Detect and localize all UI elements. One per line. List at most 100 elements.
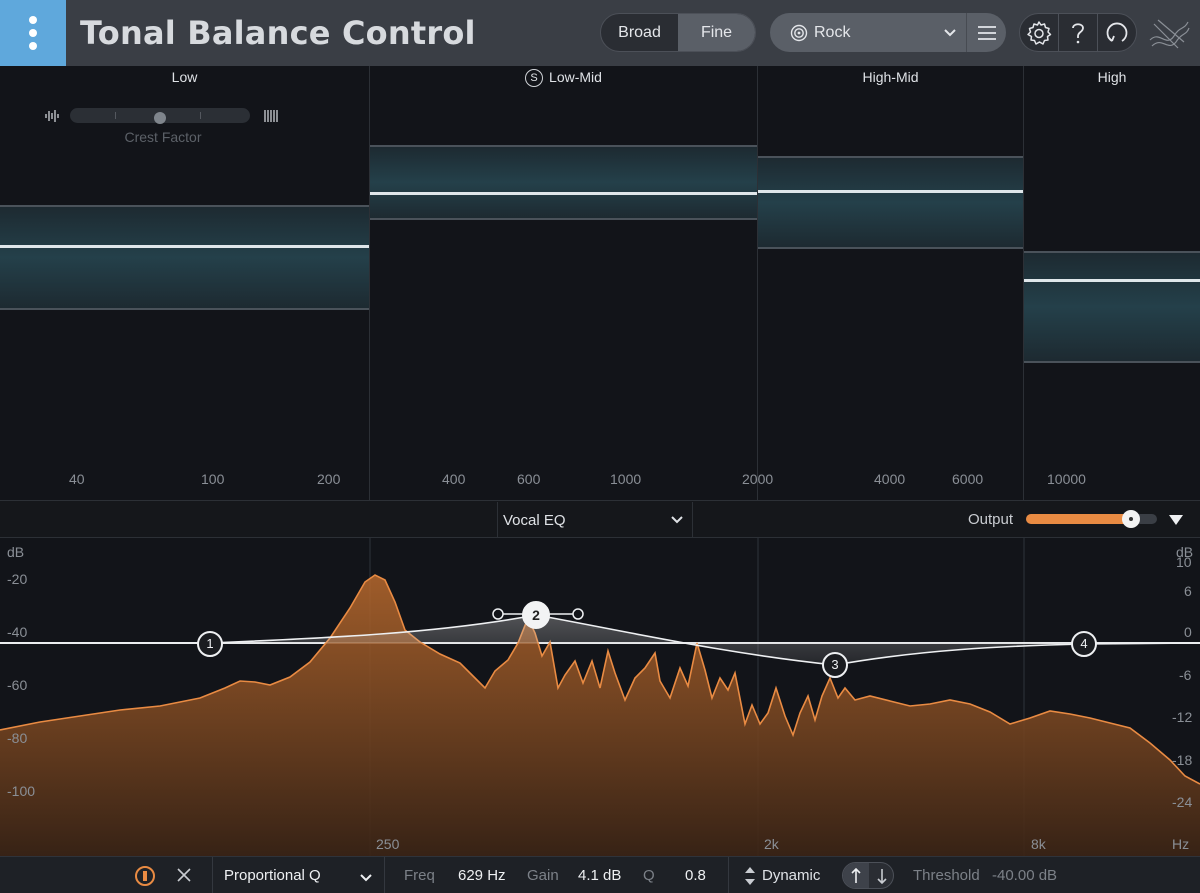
level-indicator bbox=[758, 190, 1023, 193]
menu-dot bbox=[29, 16, 37, 24]
q-label: Q bbox=[643, 867, 655, 884]
freq-label: 250 bbox=[376, 836, 400, 852]
target-range bbox=[758, 156, 1023, 249]
mode-toggle: Broad Fine bbox=[600, 13, 756, 52]
hamburger-icon bbox=[977, 25, 996, 40]
freq-tick: 200 bbox=[317, 471, 341, 487]
band-settings-bar: Proportional Q Freq 629 Hz Gain 4.1 dB Q… bbox=[0, 856, 1200, 893]
band-low[interactable]: Low bbox=[0, 66, 370, 500]
threshold-value[interactable]: -40.00 dB bbox=[992, 867, 1058, 884]
band-label: S Low-Mid bbox=[370, 69, 757, 87]
right-axis-tick: -18 bbox=[1172, 752, 1193, 768]
gain-label: Gain bbox=[527, 867, 559, 884]
eq-plot[interactable]: 1 2 3 4 dB -20 -40 -60 -80 -100 dB 10 6 … bbox=[0, 538, 1200, 856]
output-thumb[interactable] bbox=[1121, 510, 1140, 528]
eq-module-name: Vocal EQ bbox=[503, 511, 566, 529]
target-range bbox=[370, 145, 757, 220]
utility-buttons bbox=[1019, 13, 1137, 52]
eq-node-1[interactable]: 1 bbox=[197, 631, 223, 657]
eq-toolbar: Vocal EQ Output bbox=[0, 500, 1200, 538]
band-label: Low bbox=[171, 69, 198, 85]
target-icon bbox=[790, 24, 808, 41]
band-high[interactable]: High bbox=[1024, 66, 1200, 500]
band-low-mid[interactable]: S Low-Mid bbox=[370, 66, 758, 500]
band-label-text: Low-Mid bbox=[549, 69, 602, 85]
right-axis-tick: -12 bbox=[1172, 709, 1193, 725]
eq-node-3[interactable]: 3 bbox=[822, 652, 848, 678]
freq-tick: 100 bbox=[201, 471, 225, 487]
izotope-logo-icon bbox=[1149, 19, 1190, 49]
close-icon[interactable] bbox=[175, 866, 193, 884]
dynamic-direction-toggle[interactable] bbox=[842, 862, 894, 889]
dense-icon bbox=[264, 110, 278, 122]
left-axis-tick: -40 bbox=[7, 624, 28, 640]
dynamic-down-button[interactable] bbox=[869, 863, 893, 888]
spectrum-line bbox=[0, 574, 1200, 785]
crest-factor-slider[interactable] bbox=[70, 108, 250, 124]
menu-dot bbox=[29, 42, 37, 50]
eq-curve-fill bbox=[210, 615, 1084, 665]
q-handle-left bbox=[492, 608, 504, 620]
gear-icon bbox=[1027, 20, 1052, 45]
chevron-down-icon bbox=[671, 516, 683, 524]
right-axis-tick: 10 bbox=[1176, 554, 1192, 570]
crest-factor-label: Crest Factor bbox=[124, 129, 202, 145]
dynamic-up-button[interactable] bbox=[843, 863, 869, 888]
preset-menu-button[interactable] bbox=[966, 13, 1006, 52]
filter-type-value: Proportional Q bbox=[224, 867, 321, 884]
filter-type-select[interactable]: Proportional Q bbox=[213, 857, 383, 893]
preset-name: Rock bbox=[814, 23, 851, 41]
chevron-down-icon bbox=[360, 874, 372, 882]
target-range bbox=[0, 205, 369, 310]
settings-button[interactable] bbox=[1020, 14, 1059, 51]
freq-tick: 600 bbox=[517, 471, 541, 487]
level-indicator bbox=[0, 245, 369, 248]
output-fill bbox=[1026, 514, 1131, 524]
freq-tick: 10000 bbox=[1047, 471, 1086, 487]
freq-tick: 40 bbox=[69, 471, 85, 487]
solo-button[interactable]: S bbox=[525, 69, 544, 87]
band-label: High-Mid bbox=[862, 69, 919, 85]
freq-unit: Hz bbox=[1172, 836, 1190, 852]
menu-dot bbox=[29, 29, 37, 37]
dynamic-toggle[interactable]: Dynamic bbox=[762, 867, 821, 884]
right-axis-tick: -6 bbox=[1179, 667, 1192, 683]
right-axis-tick: 6 bbox=[1184, 583, 1192, 599]
freq-tick: 4000 bbox=[874, 471, 906, 487]
help-button[interactable] bbox=[1059, 14, 1098, 51]
preset-select[interactable]: Rock bbox=[770, 13, 1006, 52]
freq-label: 8k bbox=[1031, 836, 1046, 852]
freq-value[interactable]: 629 Hz bbox=[458, 867, 506, 884]
right-axis-tick: -24 bbox=[1172, 794, 1193, 810]
eq-node-4[interactable]: 4 bbox=[1071, 631, 1097, 657]
freq-label: 2k bbox=[764, 836, 779, 852]
output-slider[interactable] bbox=[1026, 510, 1157, 528]
mode-fine-button[interactable]: Fine bbox=[678, 14, 755, 51]
freq-tick: 2000 bbox=[742, 471, 774, 487]
power-icon[interactable] bbox=[134, 865, 156, 887]
q-value[interactable]: 0.8 bbox=[685, 867, 706, 884]
help-icon bbox=[1072, 22, 1084, 43]
freq-tick: 400 bbox=[442, 471, 466, 487]
history-button[interactable] bbox=[1098, 14, 1136, 51]
q-handle-right bbox=[572, 608, 584, 620]
mode-broad-button[interactable]: Broad bbox=[618, 23, 661, 41]
eq-node-2[interactable]: 2 bbox=[522, 601, 550, 629]
left-axis-tick: -60 bbox=[7, 677, 28, 693]
refresh-icon bbox=[1106, 22, 1128, 42]
band-high-mid[interactable]: High-Mid bbox=[758, 66, 1024, 500]
left-axis-unit: dB bbox=[7, 544, 25, 560]
gain-value[interactable]: 4.1 dB bbox=[578, 867, 622, 884]
crest-factor-control[interactable]: Crest Factor bbox=[44, 106, 284, 156]
triangle-down-icon[interactable] bbox=[1168, 513, 1184, 527]
eq-graph bbox=[0, 538, 1200, 856]
band-label: High bbox=[1097, 69, 1127, 85]
transient-icon bbox=[45, 110, 59, 122]
left-axis-tick: -100 bbox=[7, 783, 36, 799]
eq-module-select[interactable]: Vocal EQ bbox=[497, 502, 693, 538]
crest-factor-thumb[interactable] bbox=[154, 112, 166, 124]
header: Tonal Balance Control Broad Fine Rock bbox=[0, 0, 1200, 66]
output-label: Output bbox=[968, 511, 1014, 528]
menu-dots-button[interactable] bbox=[0, 0, 66, 66]
left-axis-tick: -80 bbox=[7, 730, 28, 746]
